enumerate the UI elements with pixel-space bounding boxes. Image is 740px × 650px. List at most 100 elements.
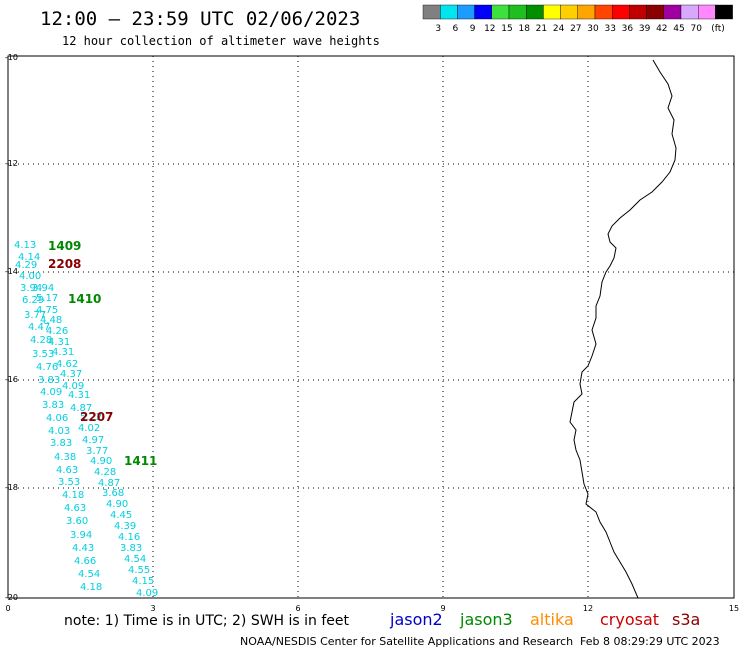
pass-label: 2208	[48, 257, 81, 271]
x-axis-label: 3	[150, 604, 155, 613]
legend-swatch	[698, 4, 716, 20]
legend-swatch	[474, 4, 493, 20]
wave-height-label: 3.53	[58, 477, 80, 488]
wave-height-label: 3.77	[24, 310, 46, 321]
satellite-legend-cryosat: cryosat	[600, 610, 659, 629]
map-frame	[7, 55, 735, 599]
axis-labels: -10 -12 -14 -16 -18 -20 0 3 6 9 12 15	[5, 53, 739, 613]
wave-height-label: 4.90	[90, 456, 112, 467]
wave-height-label: 4.63	[56, 465, 78, 476]
wave-height-label: 4.09	[62, 381, 84, 392]
satellite-legend-altika: altika	[530, 610, 574, 629]
wave-height-label: 3.94	[20, 283, 42, 294]
wave-height-label: 4.63	[64, 503, 86, 514]
satellite-legend-s3a: s3a	[672, 610, 700, 629]
color-legend: 3 6 9 12 15 18 21 24 27 30 33 36 39 42 45 70 (ft)	[422, 4, 733, 34]
legend-label: 33	[604, 24, 615, 34]
legend-label: 30	[587, 24, 599, 34]
pass-label: 1409	[48, 239, 81, 253]
coastline	[569, 59, 677, 599]
legend-swatch	[526, 4, 544, 20]
legend-label: 24	[553, 24, 565, 34]
wave-height-label: 5.22	[80, 412, 102, 423]
legend-swatch	[680, 4, 699, 20]
wave-height-label: 4.47	[28, 322, 50, 333]
wave-height-label: 4.31	[68, 390, 90, 401]
wave-height-label: 3.68	[102, 488, 124, 499]
wave-height-label: 3.83	[38, 375, 60, 386]
wave-height-label: 4.15	[132, 576, 154, 587]
wave-height-label: 3.60	[66, 516, 88, 527]
wave-height-label: 4.97	[82, 435, 104, 446]
legend-swatch	[646, 4, 664, 20]
wave-height-label: 4.18	[80, 582, 102, 593]
wave-height-label: 3.83	[120, 543, 142, 554]
wave-height-label: 4.38	[54, 452, 76, 463]
x-axis-label: 9	[440, 604, 445, 613]
wave-height-label: 4.48	[40, 315, 62, 326]
wave-height-label: 4.03	[48, 426, 70, 437]
wave-height-label: 4.55	[128, 565, 150, 576]
legend-label: 27	[570, 24, 581, 34]
wave-height-label: 4.45	[110, 510, 132, 521]
wave-height-label: 4.28	[30, 335, 52, 346]
wave-height-label: 4.18	[62, 490, 84, 501]
y-axis-label: -12	[5, 159, 18, 168]
wave-height-label: 4.31	[48, 337, 70, 348]
wave-height-label: 4.87	[98, 478, 120, 489]
wave-height-label: 4.37	[60, 369, 82, 380]
y-axis-label: -16	[5, 375, 18, 384]
wave-height-labels: 4.134.144.294.003.943.945.176.294.753.77…	[14, 240, 158, 599]
wave-height-label: 3.53	[32, 349, 54, 360]
legend-label: 70	[690, 24, 702, 34]
y-axis-label: -18	[5, 483, 18, 492]
legend-swatch	[491, 4, 510, 20]
map-grid	[8, 56, 734, 598]
legend-label: 18	[518, 24, 530, 34]
wave-height-label: 4.87	[70, 403, 92, 414]
wave-height-label: 3.77	[86, 446, 108, 457]
wave-height-label: 3.94	[32, 283, 54, 294]
pass-label: 1410	[68, 292, 101, 306]
wave-height-label: 5.17	[36, 293, 58, 304]
x-axis-label: 0	[5, 604, 10, 613]
pass-labels: 1409 2208 1410 2207 1411	[48, 239, 157, 468]
wave-height-label: 4.54	[124, 554, 146, 565]
legend-swatch	[715, 4, 733, 20]
legend-swatch	[440, 4, 458, 20]
page-title: 12:00 – 23:59 UTC 02/06/2023	[40, 8, 360, 30]
satellite-legend-jason3: jason3	[459, 610, 513, 629]
legend-unit: (ft)	[711, 24, 725, 34]
legend-label: 15	[501, 24, 512, 34]
footer-timestamp: Feb 8 08:29:29 UTC 2023	[580, 635, 720, 648]
wave-height-label: 4.02	[78, 423, 100, 434]
legend-label: 3	[435, 24, 441, 34]
x-axis-label: 15	[729, 604, 739, 613]
legend-swatch	[594, 4, 613, 20]
page-subtitle: 12 hour collection of altimeter wave hei…	[62, 34, 380, 48]
legend-swatch	[560, 4, 578, 20]
wave-height-label: 4.62	[56, 359, 78, 370]
wave-height-label: 4.75	[36, 305, 58, 316]
wave-height-label: 4.09	[40, 387, 62, 398]
wave-height-label: 4.00	[19, 271, 41, 282]
wave-height-label: 4.28	[94, 467, 116, 478]
wave-height-label: 4.09	[136, 588, 158, 599]
y-axis-label: -10	[5, 53, 18, 62]
legend-swatch	[663, 4, 682, 20]
satellite-legend-jason2: jason2	[389, 610, 443, 629]
wave-height-label: 4.76	[36, 362, 58, 373]
x-axis-label: 6	[295, 604, 300, 613]
legend-swatch	[422, 4, 441, 20]
legend-swatch	[612, 4, 630, 20]
wave-height-label: 4.54	[78, 569, 100, 580]
legend-swatch	[457, 4, 475, 20]
wave-height-label: 4.39	[114, 521, 136, 532]
wave-height-label: 3.94	[70, 530, 92, 541]
wave-height-label: 4.31	[52, 347, 74, 358]
legend-swatch	[508, 4, 527, 20]
legend-label: 36	[622, 24, 634, 34]
wave-height-label: 4.16	[118, 532, 140, 543]
wave-height-label: 4.14	[18, 252, 40, 263]
footer-note: note: 1) Time is in UTC; 2) SWH is in fe…	[64, 613, 350, 629]
